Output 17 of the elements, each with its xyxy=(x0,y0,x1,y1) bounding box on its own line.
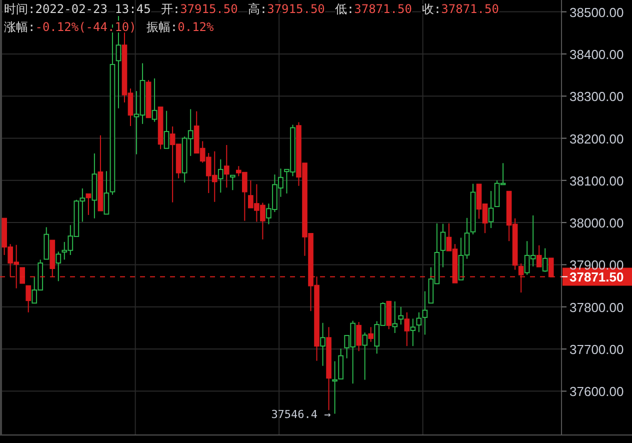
y-tick-label: 38100.00 xyxy=(570,173,624,188)
y-tick-label: 38300.00 xyxy=(570,89,624,104)
annotation: 高:37915.50 xyxy=(248,2,325,16)
y-tick-label: 38200.00 xyxy=(570,131,624,146)
annotation: 开:37915.50 xyxy=(160,2,238,16)
y-tick-label: 38000.00 xyxy=(570,216,624,231)
annotation: 时间:2022-02-23 13:45 xyxy=(4,2,151,16)
annotation: 收:37871.50 xyxy=(422,2,499,16)
y-tick-label: 38500.00 xyxy=(570,4,624,20)
annotation: 37546.4 → xyxy=(271,408,332,421)
y-tick-label: 37800.00 xyxy=(570,300,624,315)
y-tick-label: 37700.00 xyxy=(570,342,624,358)
annotation: 低:37871.50 xyxy=(334,2,412,16)
annotation: 振幅:0.12% xyxy=(146,20,215,34)
y-tick-label: 38400.00 xyxy=(570,46,624,62)
ref-line-label: 37871.50 xyxy=(570,270,624,285)
y-tick-label: 37600.00 xyxy=(570,384,624,400)
